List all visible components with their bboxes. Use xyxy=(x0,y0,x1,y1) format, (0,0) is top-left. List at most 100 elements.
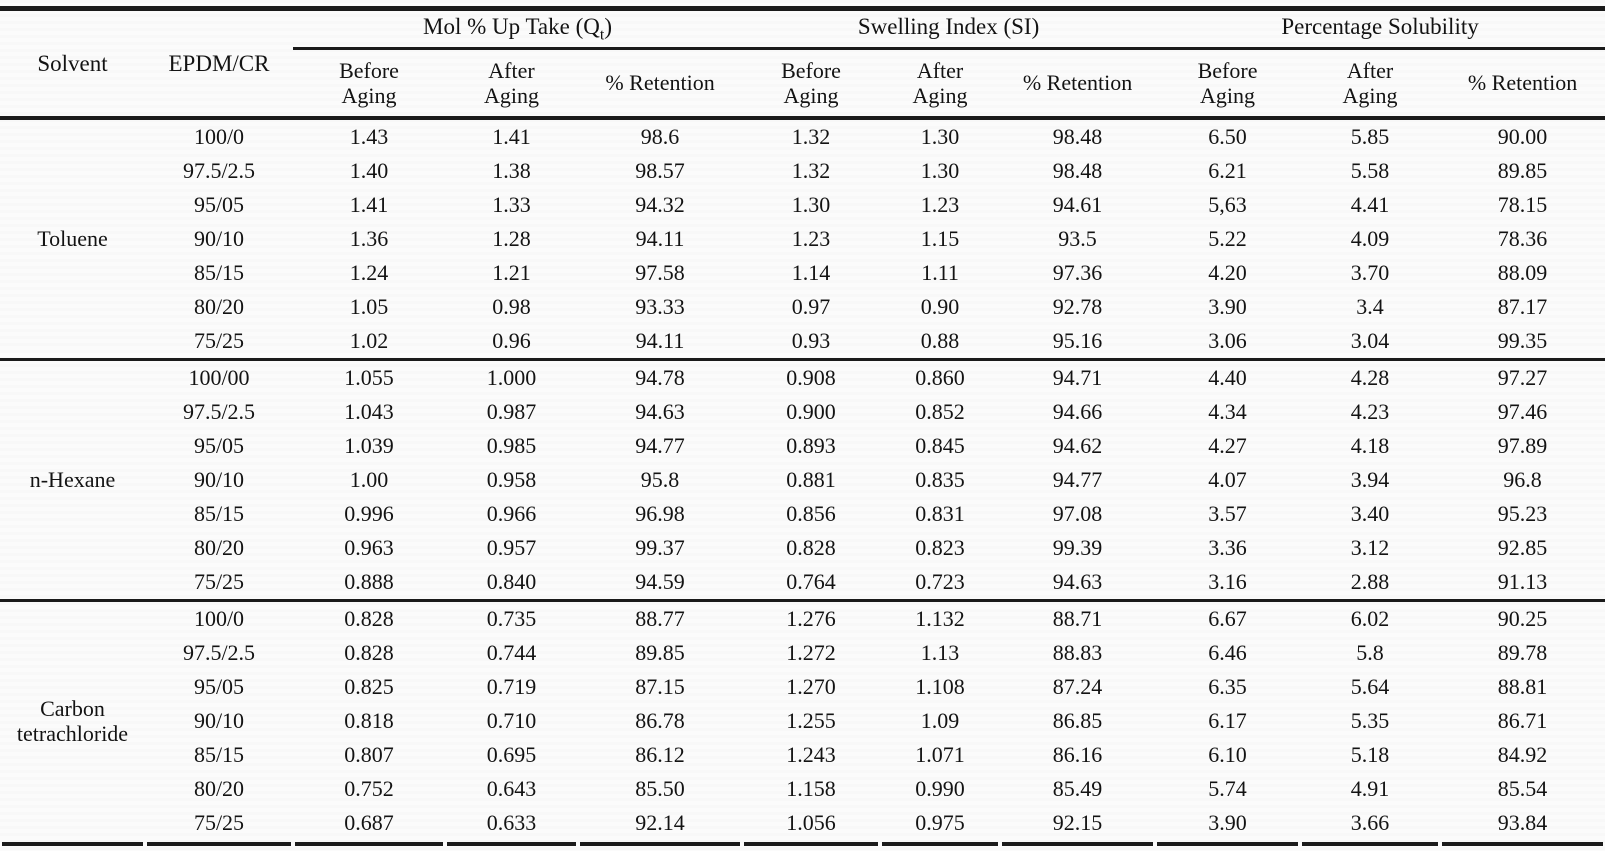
cell-value: 0.963 xyxy=(344,534,394,560)
col-header-before-aging: Before Aging xyxy=(742,48,881,120)
cell-blend-ratio: 100/0 xyxy=(145,116,293,154)
cell-value: 0.764 xyxy=(786,568,836,594)
cell-value: 87.24 xyxy=(1052,673,1103,699)
cell-value: 86.12 xyxy=(635,741,685,767)
col-header-before-aging: Before Aging xyxy=(1155,48,1301,120)
cell-value: 94.63 xyxy=(1052,568,1103,594)
cell-value: 3.12 xyxy=(1350,534,1390,560)
cell-value: 5.85 xyxy=(1300,116,1441,154)
table-row: 75/25 0.888 0.840 94.59 0.764 0.723 94.63 3.16 2… xyxy=(0,565,1605,601)
table-header: Solvent EPDM/CR Mol % Up Take (Qt) Swell… xyxy=(0,8,1605,120)
cell-value: 0.723 xyxy=(915,568,965,594)
cell-value: 0.93 xyxy=(791,327,831,353)
cell-value: 97.08 xyxy=(1052,500,1103,526)
cell-value: 0.881 xyxy=(786,466,836,492)
cell-value: 3.40 xyxy=(1350,500,1390,526)
cell-value: 3.66 xyxy=(1350,809,1390,835)
cell-value: 1.40 xyxy=(349,157,389,183)
cell-value: 0.996 xyxy=(344,500,394,526)
cell-blend-ratio: 97.5/2.5 xyxy=(182,639,256,665)
table-row: 80/20 0.752 0.643 85.50 1.158 0.990 85.49 5.74 4… xyxy=(0,772,1605,806)
cell-blend-ratio: 90/10 xyxy=(193,225,245,251)
cell-value: 3.04 xyxy=(1350,327,1390,353)
cell-value: 0.828 xyxy=(293,599,445,636)
cell-value: 0.825 xyxy=(344,673,394,699)
col-header-before-aging: Before Aging xyxy=(293,48,445,120)
cell-value: 0.835 xyxy=(915,466,965,492)
col-header-retention: % Retention xyxy=(1440,48,1605,120)
bottom-rule-row xyxy=(0,840,1605,849)
cell-value: 0.957 xyxy=(486,534,537,560)
cell-value: 90.00 xyxy=(1440,116,1605,154)
bottom-rule-segment xyxy=(1440,840,1605,849)
cell-value: 85.49 xyxy=(1052,775,1103,801)
cell-value: 89.78 xyxy=(1497,639,1548,665)
cell-value: 94.63 xyxy=(635,398,685,424)
cell-value: 98.48 xyxy=(1000,116,1156,154)
cell-value: 1.36 xyxy=(349,225,389,251)
cell-value: 4.18 xyxy=(1350,432,1390,458)
cell-value: 92.15 xyxy=(1052,809,1103,835)
group-label-prefix: Swelling Index (SI) xyxy=(857,13,1040,39)
cell-value: 91.13 xyxy=(1497,568,1548,594)
cell-value: 0.752 xyxy=(344,775,394,801)
col-header-retention: % Retention xyxy=(1000,48,1156,120)
group-label-subscript: t xyxy=(599,26,605,44)
cell-value: 94.59 xyxy=(635,568,685,594)
col-header-after-aging: After Aging xyxy=(880,48,1001,120)
cell-value: 89.85 xyxy=(1497,157,1548,183)
cell-value: 1.11 xyxy=(921,259,959,285)
cell-value: 99.35 xyxy=(1497,327,1548,353)
cell-value: 3.57 xyxy=(1208,500,1247,526)
cell-blend-ratio: 95/05 xyxy=(193,673,245,699)
cell-value: 1.243 xyxy=(786,741,836,767)
cell-value: 4.41 xyxy=(1350,191,1390,217)
cell-value: 90.25 xyxy=(1440,599,1605,636)
cell-value: 3.90 xyxy=(1208,293,1247,319)
table-row: 85/15 0.807 0.695 86.12 1.243 1.071 86.16 6.10 5… xyxy=(0,738,1605,772)
cell-value: 0.735 xyxy=(445,599,578,636)
table-row: 85/15 1.24 1.21 97.58 1.14 1.11 97.36 4.20 3.70 8… xyxy=(0,256,1605,290)
cell-blend-ratio: 97.5/2.5 xyxy=(182,157,256,183)
cell-value: 1.00 xyxy=(349,466,389,492)
cell-value: 1.043 xyxy=(344,398,394,424)
cell-value: 0.856 xyxy=(786,500,836,526)
cell-value: 1.21 xyxy=(492,259,531,285)
cell-value: 3.70 xyxy=(1350,259,1390,285)
cell-value: 97.89 xyxy=(1497,432,1548,458)
cell-value: 88.09 xyxy=(1497,259,1548,285)
cell-value: 87.15 xyxy=(635,673,685,699)
cell-blend-ratio: 97.5/2.5 xyxy=(182,398,256,424)
bottom-rule-segment xyxy=(293,840,445,849)
table-row: 80/20 0.963 0.957 99.37 0.828 0.823 99.39 3.36 3… xyxy=(0,531,1605,565)
cell-value: 0.818 xyxy=(344,707,394,733)
cell-value: 1.38 xyxy=(492,157,531,183)
cell-value: 3.4 xyxy=(1356,293,1384,319)
cell-value: 1.30 xyxy=(920,157,960,183)
cell-value: 0.888 xyxy=(344,568,394,594)
col-header-retention: % Retention xyxy=(578,48,743,120)
cell-value: 3.94 xyxy=(1350,466,1390,492)
cell-value: 94.61 xyxy=(1052,191,1103,217)
cell-value: 0.893 xyxy=(786,432,836,458)
cell-value: 0.852 xyxy=(915,398,965,424)
cell-value: 1.32 xyxy=(791,157,831,183)
group-label-prefix: Percentage Solubility xyxy=(1281,13,1479,39)
group-label-suffix: ) xyxy=(604,13,612,39)
cell-value: 93.5 xyxy=(1058,225,1097,251)
cell-value: 1.14 xyxy=(791,259,831,285)
group-header-row: Solvent EPDM/CR Mol % Up Take (Qt) Swell… xyxy=(0,8,1605,120)
cell-value: 0.828 xyxy=(786,534,836,560)
col-header-after-aging: After Aging xyxy=(1300,48,1441,120)
cell-value: 86.85 xyxy=(1052,707,1103,733)
cell-value: 93.33 xyxy=(635,293,685,319)
cell-value: 3.06 xyxy=(1208,327,1247,353)
cell-value: 93.84 xyxy=(1497,809,1548,835)
cell-blend-ratio: 80/20 xyxy=(193,534,245,560)
cell-blend-ratio: 85/15 xyxy=(193,500,245,526)
cell-value: 0.908 xyxy=(742,358,881,395)
cell-value: 1.158 xyxy=(786,775,836,801)
cell-value: 86.71 xyxy=(1497,707,1548,733)
table-row: Carbon tetrachloride 100/0 0.828 0.735 88.77… xyxy=(0,599,1605,840)
cell-value: 5.74 xyxy=(1208,775,1247,801)
